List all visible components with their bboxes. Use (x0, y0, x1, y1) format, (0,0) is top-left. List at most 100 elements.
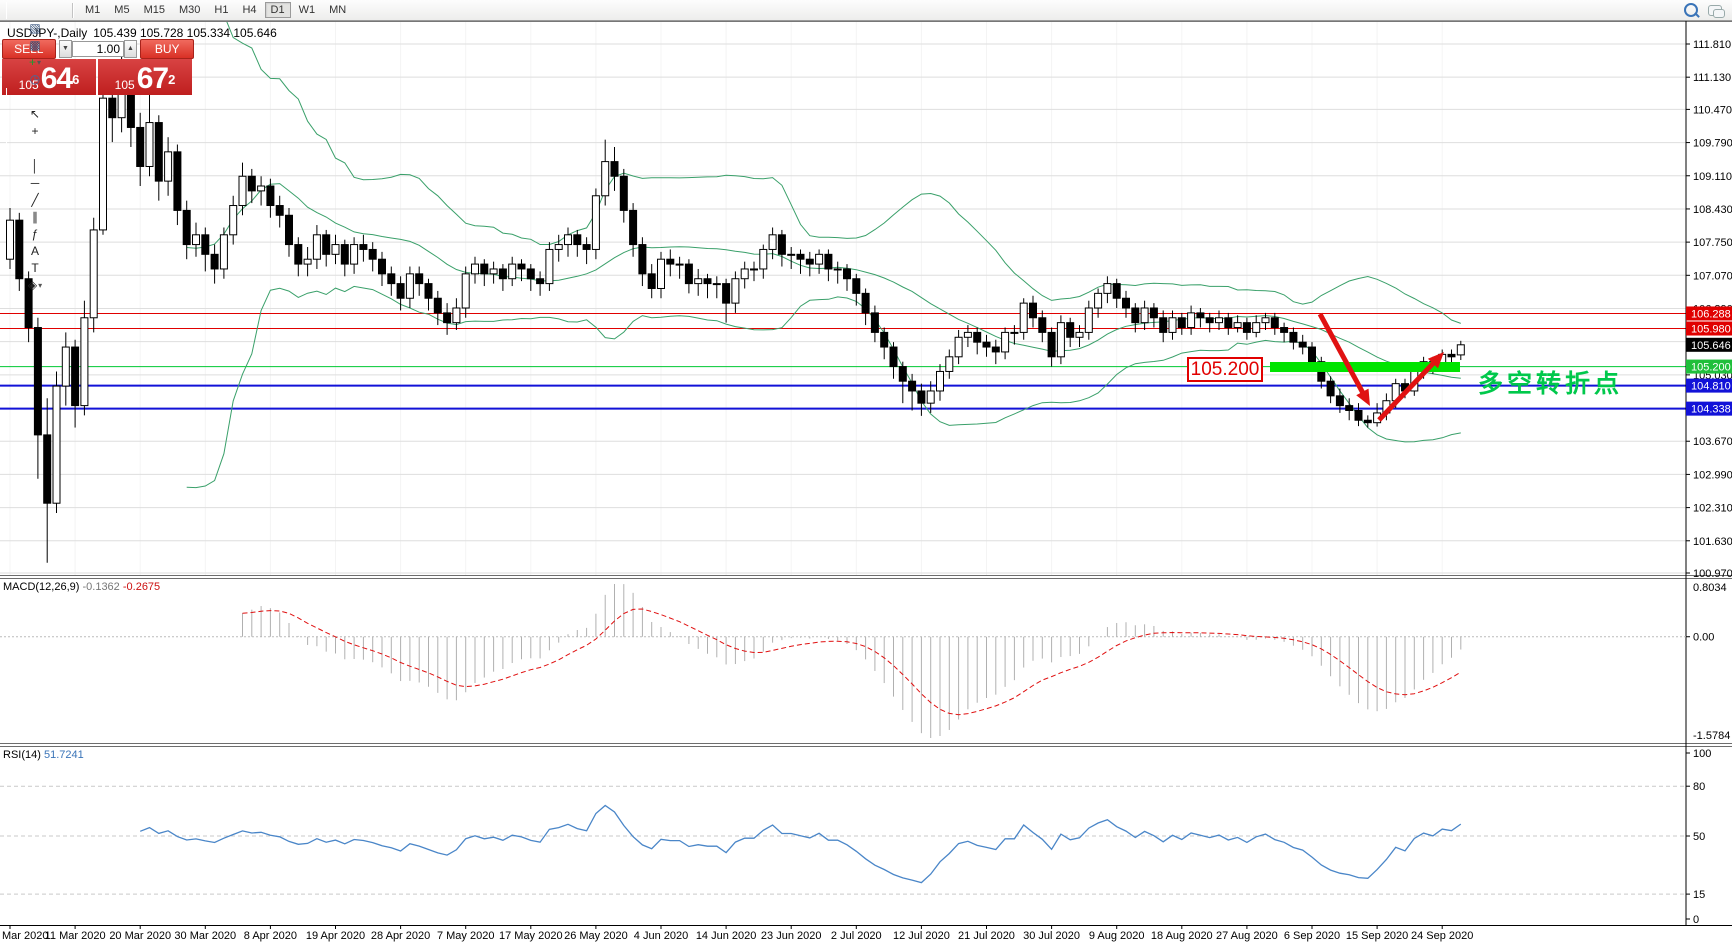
buy-button[interactable]: BUY (140, 38, 194, 59)
candles (6, 48, 1465, 563)
tile-windows-icon[interactable]: ▦ (2, 0, 68, 2)
svg-text:0.00: 0.00 (1693, 632, 1714, 644)
channel-icon[interactable]: ∥ (32, 209, 38, 224)
date-tick: 9 Aug 2020 (1089, 930, 1145, 942)
candle (936, 370, 944, 392)
candle (6, 219, 14, 260)
candle (424, 283, 433, 299)
date-tick: 20 Mar 2020 (109, 930, 171, 942)
cursor-icon[interactable]: ↖ (29, 106, 41, 121)
indicator-list-icon[interactable]: ▩ (29, 37, 41, 52)
candle (1094, 292, 1103, 309)
candle (777, 234, 786, 255)
candle (805, 258, 814, 265)
volume-increase-button[interactable]: ▲ (124, 39, 137, 58)
vertical-line-icon[interactable]: │ (31, 158, 39, 173)
date-tick: Mar 2020 (2, 930, 48, 942)
candle (536, 278, 545, 285)
timeframe-m30-button[interactable]: M30 (178, 4, 201, 16)
timeframe-h1-button[interactable]: H1 (214, 4, 229, 16)
candle (219, 234, 228, 270)
turning-point-note: 多空转折点 (1478, 369, 1624, 398)
price-level-callout[interactable]: 105.200 (1187, 357, 1263, 382)
candle (1447, 353, 1456, 358)
templates-icon[interactable]: ▧ (29, 20, 41, 35)
svg-text:104.810: 104.810 (1691, 381, 1731, 393)
add-indicator-icon[interactable]: + ▾ (28, 54, 42, 69)
volume-decrease-button[interactable]: ▼ (59, 39, 72, 58)
buy-price-panel[interactable]: 105 67 2 (98, 59, 192, 95)
bb-middle (186, 183, 1461, 379)
crosshair-icon[interactable]: + (31, 123, 39, 138)
macd-main-value: -0.1362 (82, 581, 120, 593)
candle (359, 244, 368, 250)
candle (164, 151, 173, 182)
svg-text:105.646: 105.646 (1691, 340, 1731, 352)
candle (480, 263, 489, 275)
candle (1103, 283, 1112, 294)
timeframe-w1-button[interactable]: W1 (298, 4, 316, 16)
date-tick: 21 Jul 2020 (958, 930, 1015, 942)
timeframe-h4-button[interactable]: H4 (242, 4, 257, 16)
candle (1196, 312, 1205, 319)
date-tick: 30 Jul 2020 (1023, 930, 1080, 942)
price-label-105.646: 105.646 (1686, 337, 1732, 352)
price-label-106.288: 106.288 (1686, 306, 1732, 321)
candle (1038, 317, 1047, 333)
date-tick: 17 May 2020 (499, 930, 563, 942)
timeframe-m15-button[interactable]: M15 (143, 4, 165, 16)
candle (963, 331, 972, 338)
candle (1168, 317, 1177, 333)
candle (136, 126, 145, 167)
toolbar-separator (6, 139, 7, 157)
svg-text:0.8034: 0.8034 (1693, 582, 1727, 594)
buy-price-pips: 67 (136, 62, 169, 95)
candle (257, 185, 266, 192)
period-converter-icon[interactable]: ◷ (29, 71, 41, 86)
candle (1242, 322, 1251, 333)
candle (201, 234, 210, 255)
candle (1326, 380, 1335, 397)
search-icon[interactable] (1684, 3, 1698, 17)
candle (99, 97, 107, 231)
text-icon[interactable]: A (31, 243, 40, 258)
date-tick: 14 Jun 2020 (696, 930, 757, 942)
volume-input[interactable] (72, 40, 124, 57)
candle (1261, 317, 1270, 324)
candle (71, 346, 80, 407)
timeframe-m1-button[interactable]: M1 (85, 4, 101, 16)
candle (750, 268, 758, 271)
fibonacci-icon[interactable]: ƒ (31, 226, 39, 241)
price-tick: 102.990 (1693, 469, 1732, 481)
timeframe-m5-button[interactable]: M5 (114, 4, 130, 16)
candle (675, 263, 684, 266)
candle (1345, 405, 1354, 411)
up-arrow (1377, 358, 1438, 422)
candle (238, 175, 247, 207)
horizontal-line-icon[interactable]: ─ (30, 175, 40, 190)
candle (982, 341, 991, 348)
timeframe-mn-button[interactable]: MN (329, 4, 347, 16)
price-label-105.980: 105.980 (1686, 321, 1732, 336)
price-tick: 100.970 (1693, 568, 1732, 580)
svg-text:105.200: 105.200 (1691, 362, 1731, 374)
shapes-icon[interactable]: ◈ ▾ (27, 277, 43, 292)
candle (312, 234, 321, 260)
candle (768, 234, 777, 250)
support-highlight-bar (1270, 362, 1460, 372)
rsi-line (139, 804, 1462, 884)
candle (573, 234, 582, 246)
timeframe-d1-button[interactable]: D1 (264, 2, 291, 18)
candle (1252, 322, 1261, 333)
date-tick: 6 Sep 2020 (1284, 930, 1340, 942)
label-icon[interactable]: T (31, 260, 39, 275)
chat-icon[interactable] (1708, 4, 1725, 18)
sell-price-panel[interactable]: 105 64 6 (2, 59, 96, 95)
trendline-icon[interactable]: ╱ (31, 192, 39, 207)
candle (61, 346, 70, 387)
rsi-value: 51.7241 (43, 749, 84, 761)
candle (173, 151, 182, 211)
sell-button[interactable]: SELL (2, 38, 56, 59)
ohlc-values: 105.439 105.728 105.334 105.646 (93, 26, 277, 40)
